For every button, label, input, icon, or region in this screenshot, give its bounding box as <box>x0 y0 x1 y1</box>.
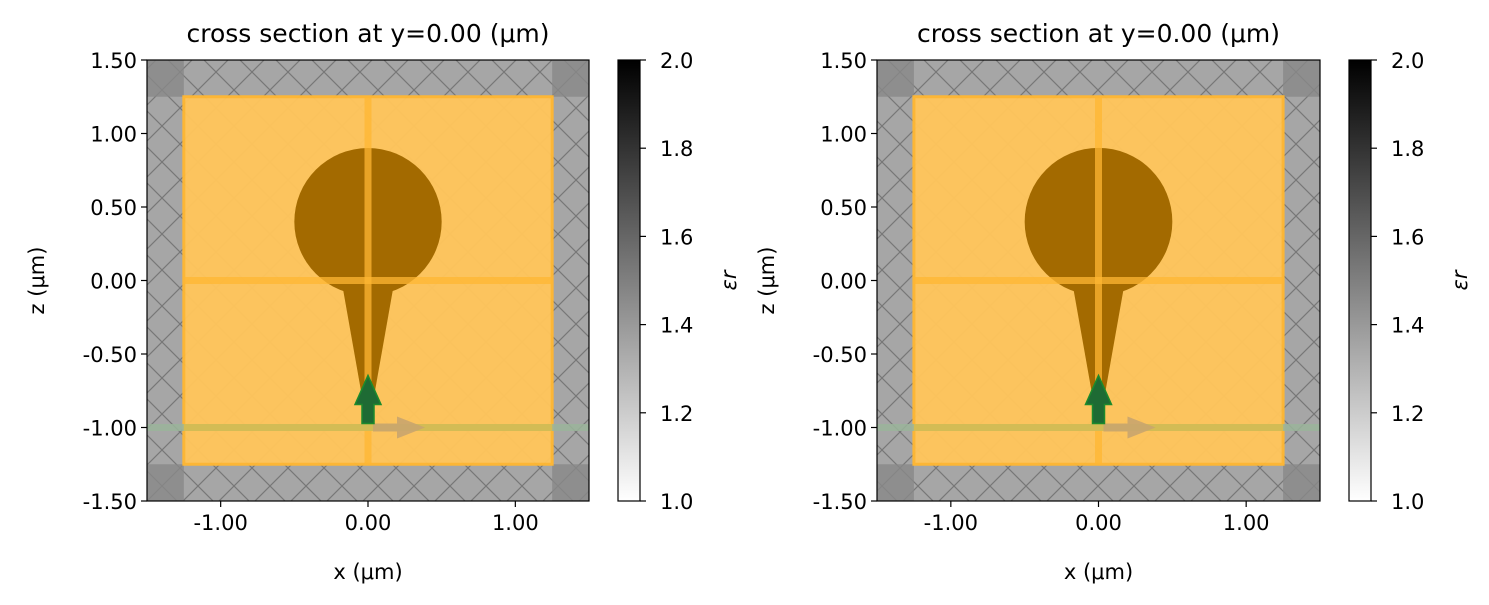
x-axis-label: x (μm) <box>1064 560 1133 584</box>
x-tick-label: 0.00 <box>1075 511 1122 535</box>
y-tick-label: 0.50 <box>820 196 867 220</box>
x-tick-label: 0.00 <box>345 511 392 535</box>
x-tick-label: 1.00 <box>1223 511 1270 535</box>
colorbar <box>1348 59 1372 502</box>
colorbar-tick-label: 1.4 <box>1391 314 1424 338</box>
pml-corner <box>1283 464 1320 501</box>
polarization-arrow-icon <box>1084 373 1113 425</box>
pml-corner <box>1283 60 1320 97</box>
direction-arrow-icon <box>1103 416 1156 439</box>
pml-corner <box>147 464 184 501</box>
y-axis-label: z (μm) <box>755 247 779 315</box>
x-tick-label: -1.00 <box>924 511 978 535</box>
pml-corner <box>877 464 914 501</box>
chart-panel-1: -1.00 0.00 1.00 1.50 1.00 0.50 0.00 -0.50 -1.00 -… <box>25 19 741 584</box>
y-tick-label: 0.00 <box>90 270 137 294</box>
x-axis-label: x (μm) <box>333 560 402 584</box>
y-tick-label: 1.00 <box>90 123 137 147</box>
polarization-arrow-icon <box>353 373 383 425</box>
x-tick-label: 1.00 <box>492 511 539 535</box>
y-tick-label: -1.50 <box>83 490 137 514</box>
colorbar-tick-label: 1.4 <box>660 314 693 338</box>
y-tick-label: -1.00 <box>83 417 137 441</box>
colorbar-label: εr <box>717 269 741 290</box>
y-tick-label: -0.50 <box>813 343 867 367</box>
y-tick-label: 0.50 <box>90 196 137 220</box>
colorbar-tick-label: 1.0 <box>1391 490 1424 514</box>
y-tick-label: 1.50 <box>90 49 137 73</box>
colorbar-tick-label: 1.6 <box>1391 225 1424 249</box>
colorbar-tick-label: 1.6 <box>660 225 693 249</box>
y-tick-label: 1.00 <box>820 123 867 147</box>
colorbar-label: εr <box>1448 269 1472 290</box>
pml-corner <box>552 60 589 97</box>
y-tick-label: -1.00 <box>813 417 867 441</box>
colorbar-tick-label: 1.8 <box>1391 137 1424 161</box>
y-tick-label: 1.50 <box>820 49 867 73</box>
y-tick-label: -1.50 <box>813 490 867 514</box>
y-tick-label: 0.00 <box>820 270 867 294</box>
colorbar-tick-label: 2.0 <box>1391 49 1424 73</box>
colorbar <box>617 59 641 502</box>
chart-title: cross section at y=0.00 (μm) <box>917 19 1280 48</box>
y-tick-label: -0.50 <box>83 343 137 367</box>
x-tick-label: -1.00 <box>193 511 247 535</box>
pml-corner <box>147 60 184 97</box>
pml-corner <box>552 464 589 501</box>
pml-corner <box>877 60 914 97</box>
colorbar-tick-label: 1.2 <box>1391 402 1424 426</box>
direction-arrow-icon <box>373 416 425 439</box>
plot-area <box>877 60 1320 501</box>
plot-area <box>147 60 589 501</box>
colorbar-tick-label: 1.8 <box>660 137 693 161</box>
chart-title: cross section at y=0.00 (μm) <box>187 19 550 48</box>
colorbar-tick-label: 1.2 <box>660 402 693 426</box>
y-axis-label: z (μm) <box>25 247 49 315</box>
chart-panel-2: -1.00 0.00 1.00 1.50 1.00 0.50 0.00 -0.50 -1.00 -… <box>755 19 1472 584</box>
colorbar-tick-label: 2.0 <box>660 49 693 73</box>
colorbar-tick-label: 1.0 <box>660 490 693 514</box>
